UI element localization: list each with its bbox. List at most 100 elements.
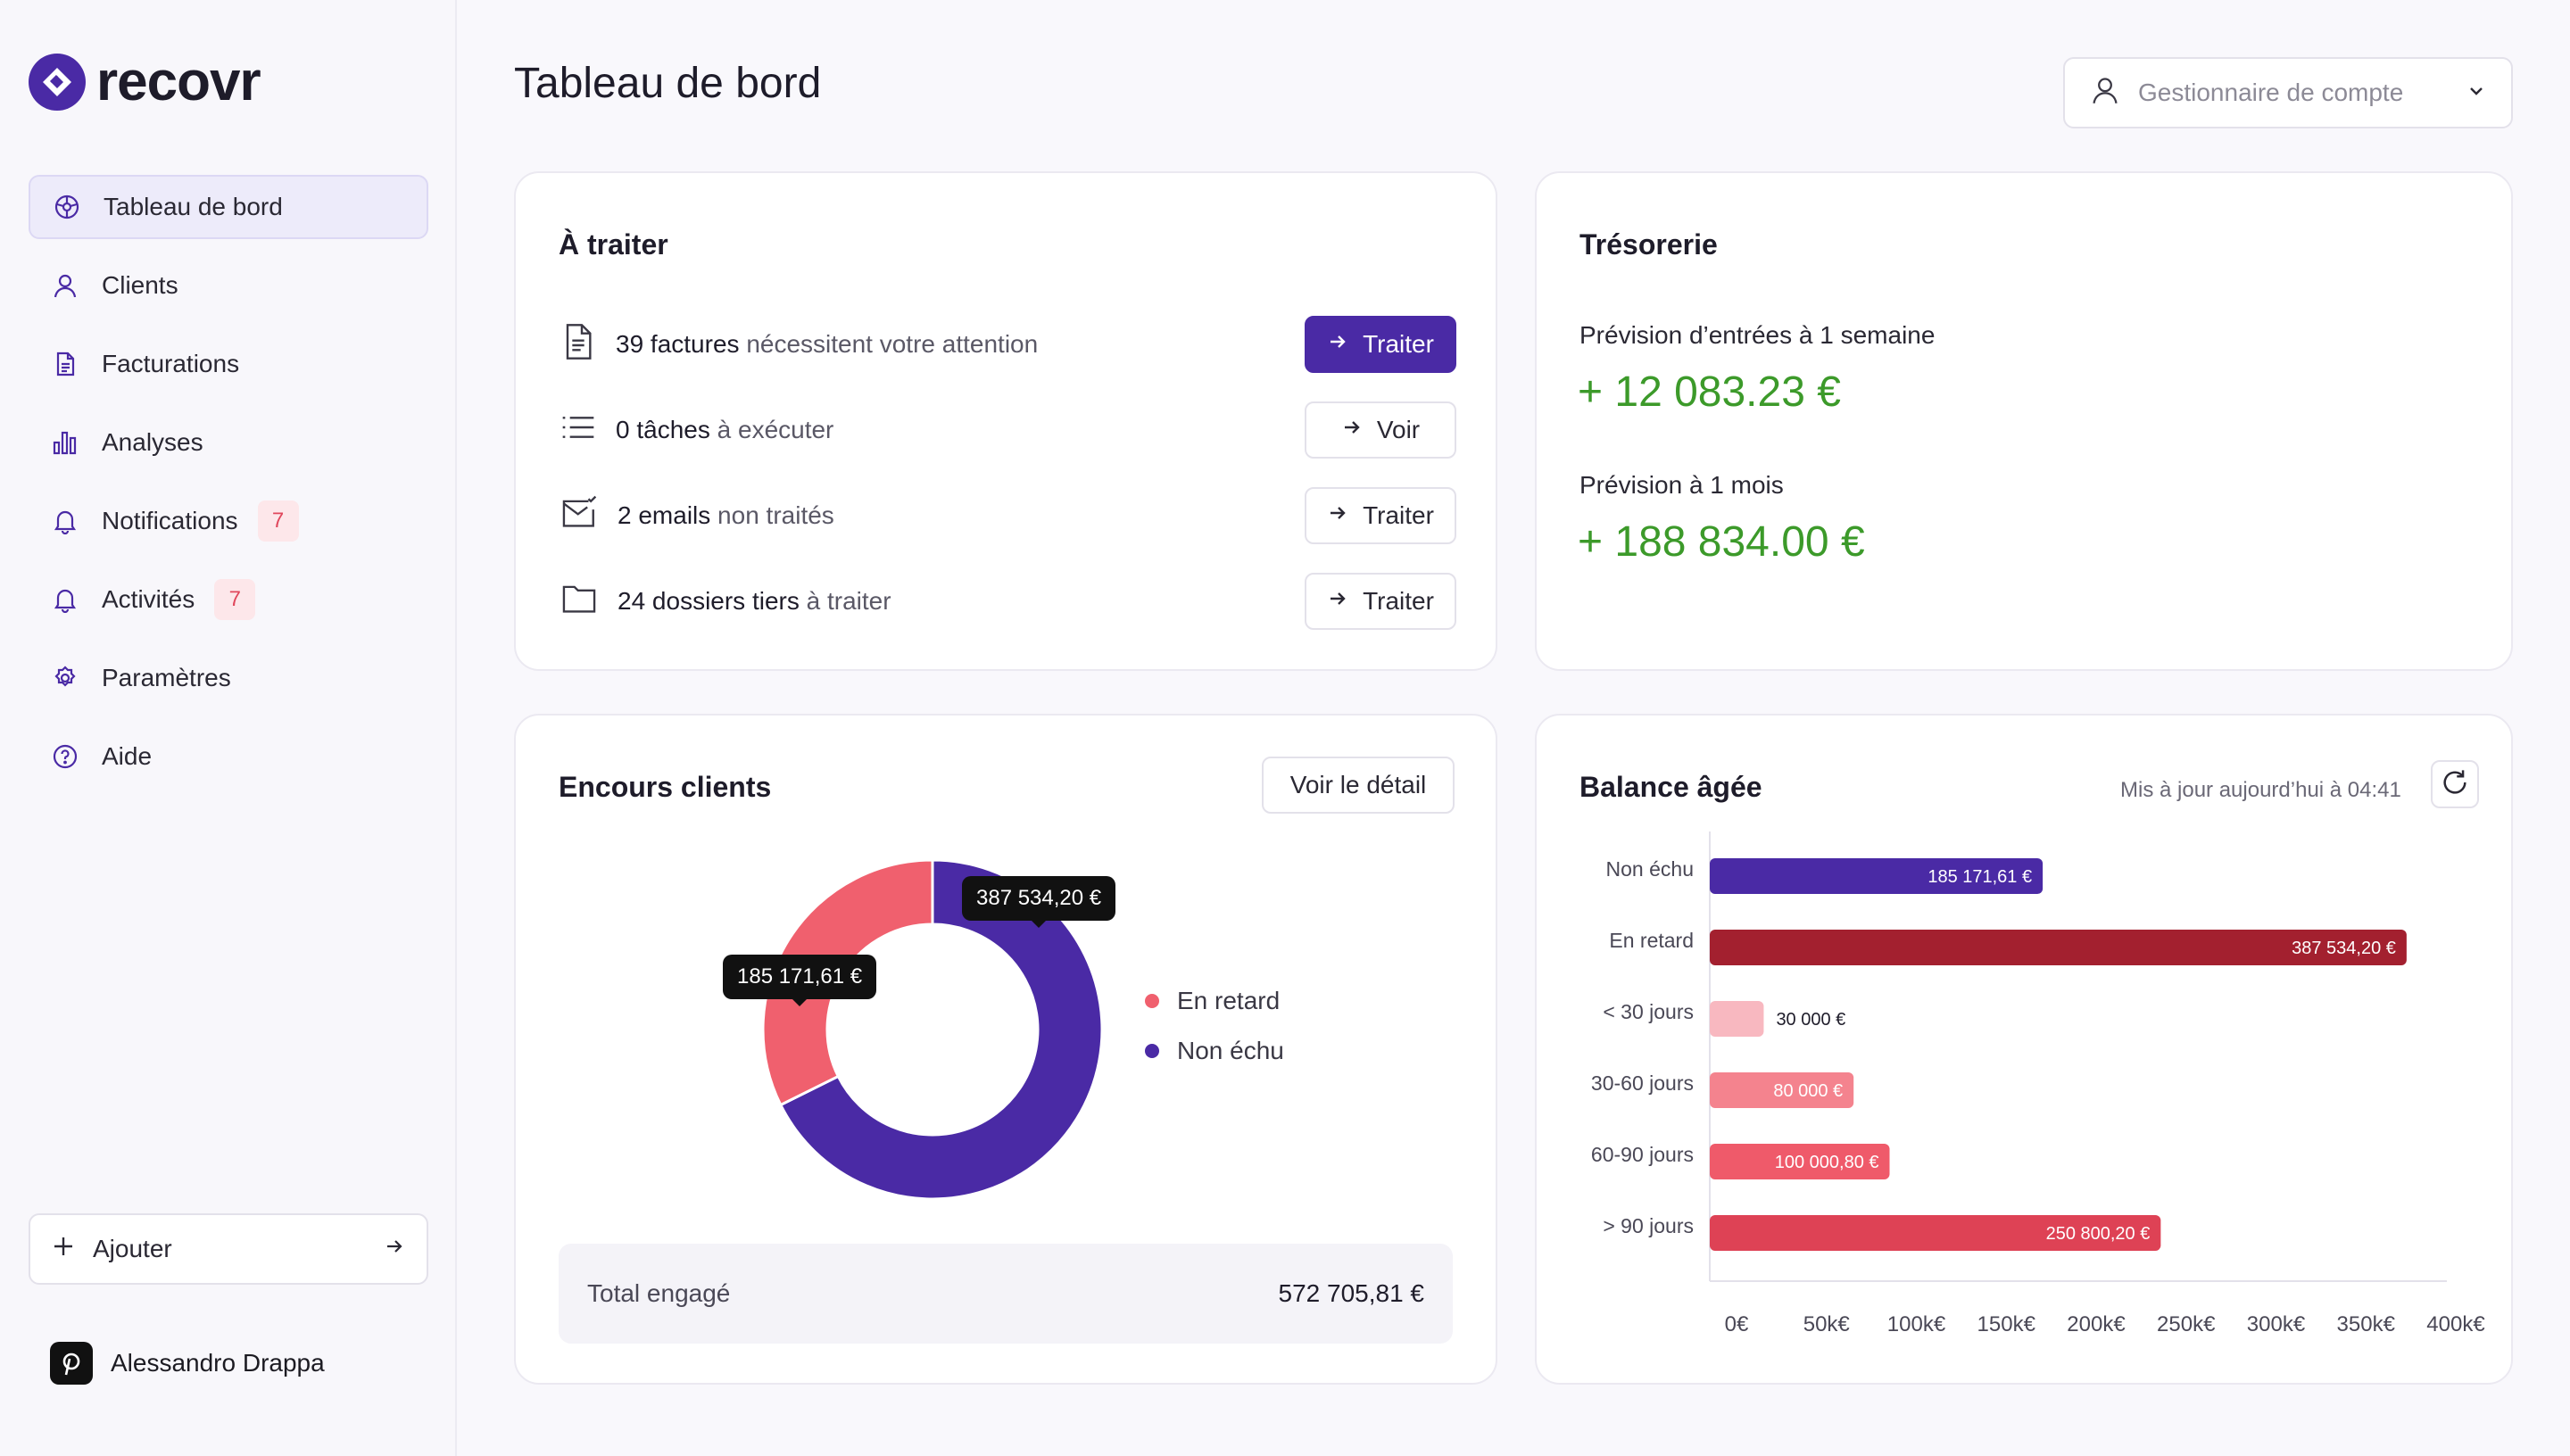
arrow-right-icon <box>1341 416 1363 444</box>
sidebar-item-clients[interactable]: Clients <box>29 253 428 318</box>
bell-icon <box>50 584 80 615</box>
sidebar-item-label: Aide <box>102 742 153 770</box>
arrow-right-icon <box>1327 330 1348 359</box>
todo-description: non traités <box>717 501 834 529</box>
logo[interactable]: recovr <box>29 54 261 111</box>
bar-value-label: 100 000,80 € <box>1775 1153 1879 1172</box>
view-detail-button[interactable]: Voir le détail <box>1262 757 1455 814</box>
user-profile[interactable]: Alessandro Drappa <box>50 1342 325 1385</box>
week-forecast-label: Prévision d’entrées à 1 semaine <box>1579 321 1936 349</box>
process-emails-button[interactable]: Traiter <box>1305 487 1456 544</box>
page-title: Tableau de bord <box>514 60 822 107</box>
button-label: Traiter <box>1363 330 1434 358</box>
chevron-down-icon <box>2466 79 2486 107</box>
view-tasks-button[interactable]: Voir <box>1305 401 1456 459</box>
sidebar-item-aide[interactable]: Aide <box>29 724 428 789</box>
bar-value-label: 250 800,20 € <box>2046 1224 2151 1244</box>
aging-bar[interactable] <box>1710 930 2407 965</box>
todo-description: à exécuter <box>717 416 834 443</box>
sidebar-item-label: Analyses <box>102 428 203 456</box>
aging-bar[interactable] <box>1710 1144 1890 1179</box>
month-forecast-label: Prévision à 1 mois <box>1579 471 1784 499</box>
sidebar-item-label: Tableau de bord <box>104 193 283 220</box>
todo-count: 39 factures <box>616 330 740 358</box>
week-forecast-value: + 12 083.23 € <box>1578 368 1841 416</box>
brand-name: recovr <box>96 51 261 112</box>
todo-row-tasks: 0 tâches à exécuter <box>560 401 1453 459</box>
x-tick-label: 250k€ <box>2157 1312 2216 1336</box>
legend-item-not-due: Non échu <box>1145 1037 1284 1065</box>
button-label: Voir <box>1376 416 1421 443</box>
aging-bar[interactable] <box>1710 858 2044 894</box>
todo-count: 24 dossiers tiers <box>618 587 800 615</box>
outstanding-title: Encours clients <box>559 771 772 803</box>
sidebar-item-label: Notifications <box>102 507 238 534</box>
x-tick-label: 150k€ <box>1977 1312 2036 1336</box>
sidebar-nav: Tableau de bord Clients Facturations Ana… <box>29 175 428 803</box>
x-tick-label: 50k€ <box>1803 1312 1851 1336</box>
x-tick-label: 100k€ <box>1887 1312 1946 1336</box>
sidebar: recovr Tableau de bord Clients Facturati… <box>0 0 457 1456</box>
activity-count-badge: 7 <box>214 579 256 620</box>
y-tick-label: < 30 jours <box>1603 1000 1694 1023</box>
total-committed: Total engagé 572 705,81 € <box>559 1244 1453 1344</box>
document-icon <box>50 349 80 379</box>
sidebar-item-dashboard[interactable]: Tableau de bord <box>29 175 428 239</box>
aging-bar[interactable] <box>1710 1072 1854 1108</box>
todo-row-folders: 24 dossiers tiers à traiter <box>560 573 1453 630</box>
sidebar-item-parametres[interactable]: Paramètres <box>29 646 428 710</box>
donut-slice-late[interactable] <box>761 858 934 1107</box>
aging-balance-card: Balance âgée Mis à jour aujourd’hui à 04… <box>1535 714 2513 1385</box>
aging-bar[interactable] <box>1710 1001 1764 1037</box>
todo-card: À traiter 39 factures nécessitent votre … <box>514 171 1497 671</box>
late-amount-tooltip: 185 171,61 € <box>723 955 877 1006</box>
treasury-card: Trésorerie Prévision d’entrées à 1 semai… <box>1535 171 2513 671</box>
outstanding-donut-chart <box>761 858 1104 1201</box>
x-tick-label: 300k€ <box>2247 1312 2306 1336</box>
x-tick-label: 400k€ <box>2426 1312 2485 1336</box>
avatar <box>50 1342 93 1385</box>
bar-value-label: 80 000 € <box>1773 1081 1843 1101</box>
button-label: Traiter <box>1363 501 1434 529</box>
aging-bar[interactable] <box>1710 1215 2161 1251</box>
arrow-right-icon <box>1327 501 1348 530</box>
legend-item-late: En retard <box>1145 987 1280 1015</box>
add-button[interactable]: Ajouter <box>29 1213 428 1285</box>
sidebar-item-analyses[interactable]: Analyses <box>29 410 428 475</box>
folder-icon <box>560 581 598 623</box>
sidebar-item-activites[interactable]: Activités 7 <box>29 567 428 632</box>
todo-description: à traiter <box>806 587 891 615</box>
y-tick-label: Non échu <box>1606 857 1694 881</box>
list-icon <box>560 410 596 451</box>
arrow-right-icon <box>1327 587 1348 616</box>
todo-count: 2 emails <box>618 501 711 529</box>
sidebar-item-notifications[interactable]: Notifications 7 <box>29 489 428 553</box>
x-tick-label: 350k€ <box>2337 1312 2396 1336</box>
donut-slice-not-due[interactable] <box>778 858 1104 1201</box>
bar-value-label: 30 000 € <box>1776 1010 1845 1030</box>
mail-icon <box>560 495 598 537</box>
user-name: Alessandro Drappa <box>111 1349 325 1377</box>
y-tick-label: 30-60 jours <box>1591 1071 1694 1095</box>
process-folders-button[interactable]: Traiter <box>1305 573 1456 630</box>
plus-icon <box>52 1235 75 1264</box>
sidebar-item-facturations[interactable]: Facturations <box>29 332 428 396</box>
button-label: Voir le détail <box>1289 771 1427 798</box>
account-manager-select[interactable]: Gestionnaire de compte <box>2063 57 2513 128</box>
todo-row-invoices: 39 factures nécessitent votre attention <box>560 316 1453 373</box>
todo-title: À traiter <box>559 228 668 261</box>
not-due-amount-tooltip: 387 534,20 € <box>962 876 1116 928</box>
refresh-button[interactable] <box>2431 760 2479 808</box>
sidebar-item-label: Paramètres <box>102 664 231 691</box>
total-label: Total engagé <box>587 1279 731 1307</box>
todo-count: 0 tâches <box>616 416 710 443</box>
process-invoices-button[interactable]: Traiter <box>1305 316 1456 373</box>
legend-label: En retard <box>1177 987 1281 1014</box>
notification-count-badge: 7 <box>257 500 299 542</box>
bell-icon <box>50 506 80 536</box>
recovr-logo-icon <box>29 54 86 111</box>
y-tick-label: > 90 jours <box>1603 1214 1694 1237</box>
user-icon <box>2090 75 2120 112</box>
aging-bar-chart: Non échu 185 171,61 € En retard 387 534,20 … <box>1591 831 2485 1336</box>
month-forecast-value: + 188 834.00 € <box>1578 518 1865 566</box>
